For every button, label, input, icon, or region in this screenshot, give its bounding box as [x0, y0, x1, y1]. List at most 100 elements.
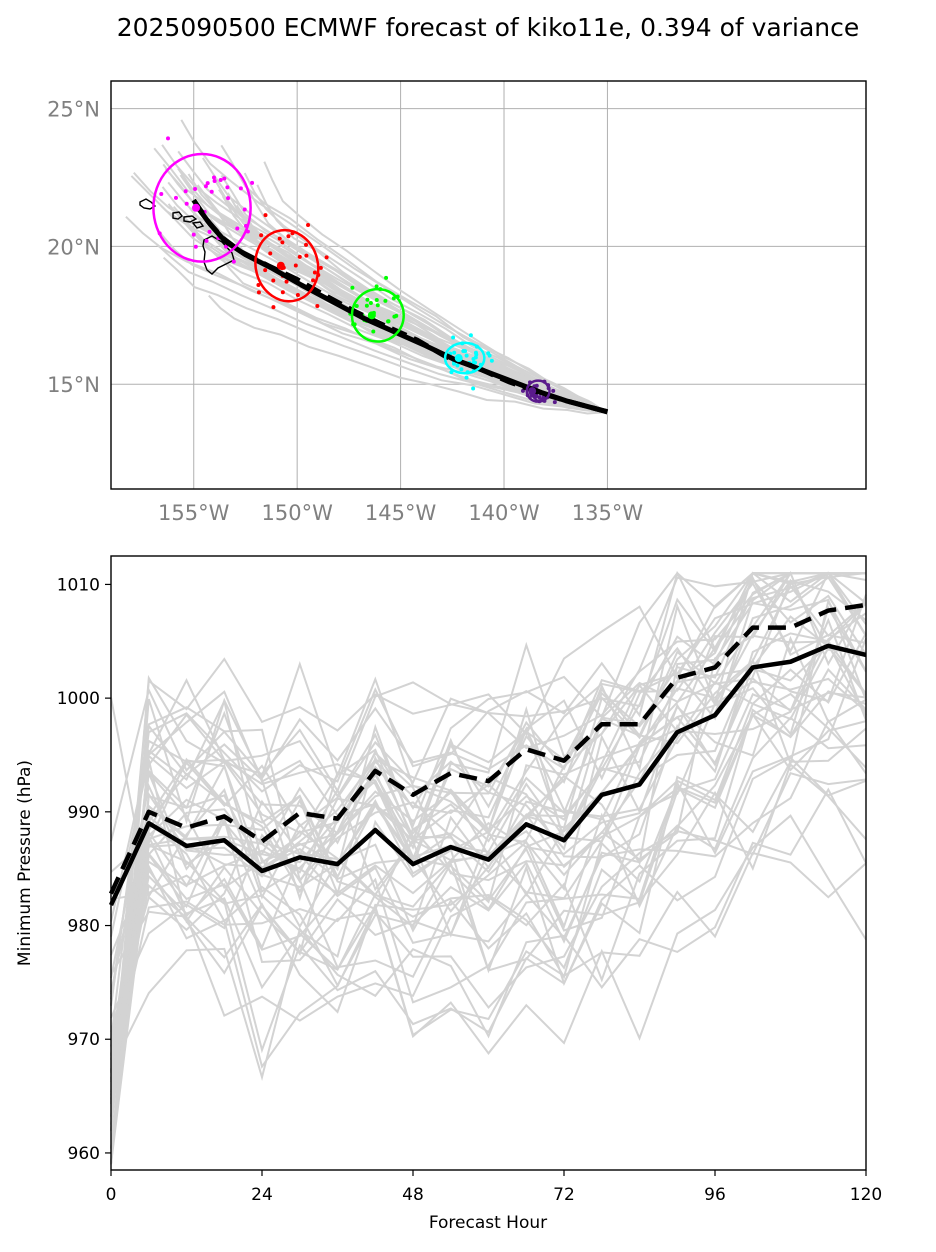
map-y-tick-label: 20°N [47, 235, 100, 259]
map-member-point [193, 244, 198, 249]
pressure-ensemble-line [110, 851, 867, 1071]
map-member-point [263, 213, 268, 218]
map-grid [111, 81, 866, 489]
map-member-point [256, 290, 261, 295]
map-member-point [263, 268, 268, 273]
pressure-ensemble-line [110, 716, 867, 1080]
map-uncertainty-ellipse [254, 228, 320, 303]
map-member-point [193, 186, 198, 191]
map-x-tick-label: 135°W [572, 501, 644, 525]
map-member-point [383, 298, 388, 303]
pressure-y-tick-label: 970 [68, 1030, 100, 1050]
map-member-point [537, 395, 542, 400]
map-member-point [365, 297, 370, 302]
map-frame [110, 80, 867, 490]
map-member-point [552, 400, 557, 405]
map-member-point [268, 251, 273, 256]
map-member-point [224, 244, 229, 249]
map-member-point [464, 353, 469, 358]
pressure-ensemble-line [110, 572, 866, 900]
pressure-y-tick-label: 990 [68, 803, 100, 823]
map-ensemble-track [156, 243, 608, 411]
map-member-point [183, 189, 188, 194]
pressure-y-tick-label: 980 [68, 917, 100, 937]
map-member-point [231, 259, 236, 264]
map-member-point [191, 232, 196, 237]
pressure-ensemble-line [110, 772, 867, 1149]
map-x-tick-label: 150°W [261, 501, 333, 525]
pressure-ensemble-line [110, 575, 867, 1073]
pressure-ensemble-line [110, 571, 867, 842]
map-member-point [218, 177, 223, 182]
map-x-tick-label: 145°W [365, 501, 437, 525]
map-member-point [306, 222, 311, 227]
map-member-point [173, 195, 178, 200]
map-member-point [386, 319, 391, 324]
pressure-ensemble-line [110, 571, 867, 1163]
pressure-ensemble-line [110, 787, 867, 1081]
map-uncertainty-ellipses [152, 152, 551, 403]
pressure-x-tick-label: 120 [850, 1185, 882, 1205]
map-member-point [551, 388, 556, 393]
map-tick-labels: 155°W 150°W 145°W 140°W 135°W 15°N 20°N 25°N [47, 98, 643, 525]
pressure-ensemble-line [110, 759, 867, 971]
map-member-point [293, 263, 298, 268]
map-uncertainty-ellipse [443, 341, 486, 375]
map-member-point [391, 296, 396, 301]
map-member-point [226, 196, 231, 201]
map-ellipse-center [528, 387, 537, 396]
map-member-point [304, 242, 309, 247]
map-member-point [209, 189, 214, 194]
map-member-point [259, 233, 264, 238]
pressure-ensemble-line [110, 584, 867, 1162]
pressure-y-tick-label: 960 [68, 1144, 100, 1164]
pressure-mean-line-dashed [108, 602, 867, 895]
map-member-point [532, 395, 537, 400]
map-member-point [280, 290, 285, 295]
map-member-point [295, 292, 300, 297]
map-ensemble-tracks [125, 119, 608, 415]
map-member-point [350, 285, 355, 290]
pressure-ensemble-line [110, 572, 866, 1047]
pressure-x-tick-label: 72 [553, 1185, 575, 1205]
map-member-point [461, 349, 466, 354]
map-member-point [452, 350, 457, 355]
map-ensemble-track [246, 187, 608, 414]
map-member-point [211, 175, 216, 180]
map-member-point [364, 303, 369, 308]
map-member-point [271, 305, 276, 310]
map-member-point [166, 136, 171, 141]
map-member-point [205, 181, 210, 186]
map-member-point [159, 191, 164, 196]
map-member-point [311, 278, 316, 283]
map-member-point [184, 201, 189, 206]
pressure-x-tick-label: 0 [106, 1185, 117, 1205]
pressure-ensemble-line [110, 814, 867, 1100]
map-y-tick-label: 25°N [47, 98, 100, 122]
map-member-point [455, 363, 460, 368]
map-y-tick-label: 15°N [47, 373, 100, 397]
pressure-x-tick-label: 96 [704, 1185, 726, 1205]
map-member-point [468, 333, 473, 338]
pressure-ensemble-line [110, 756, 867, 987]
map-member-point [459, 367, 464, 372]
map-member-point [392, 314, 397, 319]
map-x-tick-label: 140°W [468, 501, 540, 525]
pressure-tick-labels: 0 24 48 72 96 120 960 970 980 990 1000 1010 [57, 575, 882, 1205]
map-uncertainty-ellipse [350, 287, 405, 343]
pressure-ensemble-line [110, 571, 867, 1000]
map-ensemble-track [177, 167, 608, 413]
map-member-point [212, 179, 217, 184]
chart-title: 2025090500 ECMWF forecast of kiko11e, 0.… [117, 13, 860, 42]
map-member-point [271, 278, 276, 283]
map-member-point [371, 329, 376, 334]
map-member-point [204, 238, 209, 243]
map-member-point [324, 255, 329, 260]
map-member-point [451, 335, 456, 340]
map-member-point [242, 207, 247, 212]
map-member-point [374, 297, 379, 302]
map-member-point [318, 265, 323, 270]
pressure-mean-line-solid [108, 643, 867, 907]
map-member-point [280, 240, 285, 245]
